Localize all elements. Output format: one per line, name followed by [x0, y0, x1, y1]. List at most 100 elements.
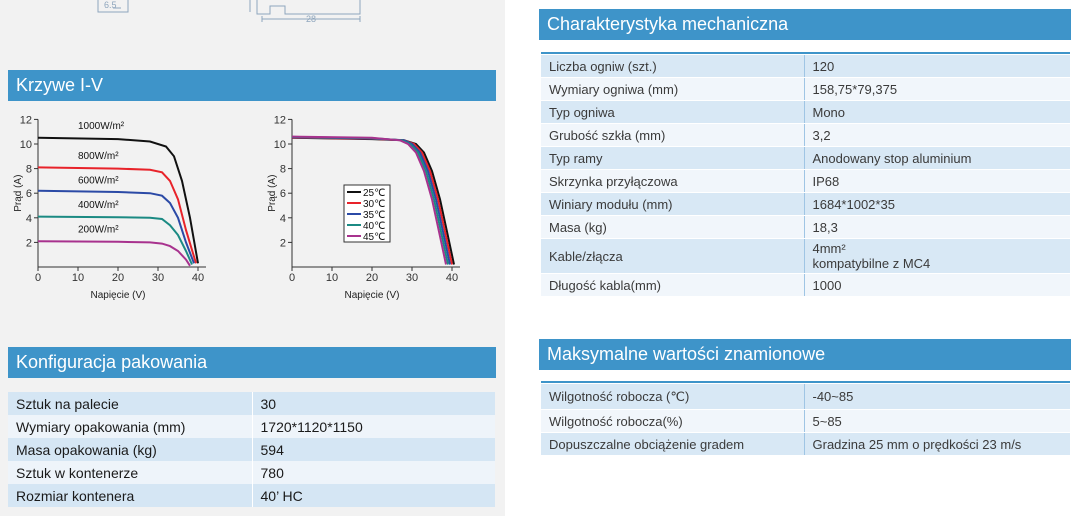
row-label: Masa opakowania (kg)	[8, 438, 252, 461]
row-label: Typ ogniwa	[541, 100, 804, 124]
iv-curves-header: Krzywe I-V	[8, 70, 496, 101]
table-row: Skrzynka przyłączowa IP68	[541, 169, 1070, 193]
y-tick-label: 6	[26, 188, 32, 200]
max-ratings-table: Wilgotność robocza (℃) -40~85 Wilgotność …	[541, 384, 1070, 456]
dimension-label-a: 6.5	[104, 0, 117, 10]
y-tick-label: 12	[20, 114, 32, 126]
table-row: Rozmiar kontenera 40’ HC	[8, 484, 495, 507]
y-tick-label: 2	[280, 237, 286, 249]
table-row: Masa (kg) 18,3	[541, 215, 1070, 239]
row-label: Kable/złącza	[541, 238, 804, 274]
packaging-title: Konfiguracja pakowania	[16, 352, 208, 372]
packaging-header: Konfiguracja pakowania	[8, 347, 496, 378]
row-value: 120	[803, 55, 1070, 78]
row-value: 1720*1120*1150	[251, 415, 495, 438]
row-label: Wilgotność robocza (℃)	[541, 384, 804, 410]
y-tick-label: 10	[274, 139, 286, 151]
table-row: Wymiary ogniwa (mm) 158,75*79,375	[541, 77, 1070, 101]
row-label: Winiary modułu (mm)	[541, 192, 804, 216]
dimension-label-b: 28	[306, 14, 316, 24]
table-row: Liczba ogniw (szt.) 120	[541, 55, 1070, 78]
row-label: Grubość szkła (mm)	[541, 123, 804, 147]
x-tick-label: 0	[35, 272, 41, 284]
row-value: Mono	[803, 100, 1070, 124]
series-line	[291, 135, 447, 265]
x-axis-label: Napięcie (V)	[90, 290, 145, 301]
table-row: Masa opakowania (kg) 594	[8, 438, 495, 461]
iv-chart-irradiance: 0 10 20 30 40 2 4 6 8 10 12 Napięcie (V) Prąd (A) 100…	[13, 114, 206, 301]
row-value: 1000	[803, 273, 1070, 297]
series-label: 1000W/m²	[78, 121, 125, 132]
series-label: 600W/m²	[78, 175, 119, 186]
row-label: Sztuk na palecie	[8, 392, 252, 415]
series-label: 200W/m²	[78, 225, 119, 236]
row-label: Sztuk w kontenerze	[8, 461, 252, 484]
y-tick-label: 4	[280, 213, 286, 225]
row-label: Masa (kg)	[541, 215, 804, 239]
row-value-line: kompatybilne z MC4	[812, 256, 931, 271]
row-value: 40’ HC	[251, 484, 495, 507]
y-tick-label: 8	[280, 164, 286, 176]
row-value: Gradzina 25 mm o prędkości 23 m/s	[803, 432, 1070, 456]
legend-label: 40℃	[363, 221, 385, 232]
iv-chart-temperature: 0 10 20 30 40 2 4 6 8 10 12 Napięcie (V) Prąd (A) 25℃…	[267, 114, 460, 301]
row-value: 4mm² kompatybilne z MC4	[803, 238, 1070, 274]
series-line	[37, 136, 199, 264]
series-line	[37, 166, 197, 264]
legend-label: 30℃	[363, 199, 385, 210]
y-tick-label: 10	[20, 139, 32, 151]
y-tick-label: 12	[274, 114, 286, 126]
max-ratings-table-top-rule	[541, 381, 1070, 383]
row-label: Skrzynka przyłączowa	[541, 169, 804, 193]
x-tick-label: 10	[72, 272, 84, 284]
chart-plot: 0 10 20 30 40 2 4 6 8 10 12 Napięcie (V) Prąd (A) 100…	[13, 114, 206, 301]
table-row: Kable/złącza 4mm² kompatybilne z MC4	[541, 238, 1070, 274]
table-row: Sztuk w kontenerze 780	[8, 461, 495, 484]
max-ratings-header: Maksymalne wartości znamionowe	[539, 339, 1071, 370]
x-tick-label: 20	[366, 272, 378, 284]
row-label: Rozmiar kontenera	[8, 484, 252, 507]
table-row: Długość kabla(mm) 1000	[541, 273, 1070, 297]
y-tick-label: 2	[26, 237, 32, 249]
row-value: 18,3	[803, 215, 1070, 239]
mechanical-table: Liczba ogniw (szt.) 120 Wymiary ogniwa (m…	[541, 55, 1070, 297]
iv-curves-title: Krzywe I-V	[16, 75, 104, 95]
packaging-table: Sztuk na palecie 30 Wymiary opakowania (m…	[8, 392, 495, 507]
row-value-line: 4mm²	[812, 241, 846, 256]
row-value: 30	[251, 392, 495, 415]
x-tick-label: 10	[326, 272, 338, 284]
y-tick-label: 6	[280, 188, 286, 200]
table-row: Wymiary opakowania (mm) 1720*1120*1150	[8, 415, 495, 438]
row-value: 158,75*79,375	[803, 77, 1070, 101]
y-tick-label: 8	[26, 164, 32, 176]
row-value: 780	[251, 461, 495, 484]
table-row: Wilgotność robocza(%) 5~85	[541, 409, 1070, 433]
row-value: 3,2	[803, 123, 1070, 147]
mechanical-table-top-rule	[541, 52, 1070, 54]
legend-label: 25℃	[363, 188, 385, 199]
table-row: Sztuk na palecie 30	[8, 392, 495, 415]
x-tick-label: 40	[446, 272, 458, 284]
series-line	[37, 189, 195, 264]
row-label: Liczba ogniw (szt.)	[541, 55, 804, 78]
series-line	[37, 215, 193, 265]
mechanical-title: Charakterystyka mechaniczna	[547, 14, 789, 34]
table-row: Winiary modułu (mm) 1684*1002*35	[541, 192, 1070, 216]
x-tick-label: 30	[152, 272, 164, 284]
frame-profile-drawing: 6.5 28	[97, 0, 361, 24]
x-tick-label: 20	[112, 272, 124, 284]
row-value: 1684*1002*35	[803, 192, 1070, 216]
mechanical-header: Charakterystyka mechaniczna	[539, 9, 1071, 40]
x-axis-label: Napięcie (V)	[344, 290, 399, 301]
series-label: 400W/m²	[78, 200, 119, 211]
row-value: Anodowany stop aluminium	[803, 146, 1070, 170]
table-row: Dopuszczalne obciążenie gradem Gradzina 2…	[541, 432, 1070, 456]
row-value: -40~85	[803, 384, 1070, 410]
row-value: 5~85	[803, 409, 1070, 433]
series-label: 800W/m²	[78, 151, 119, 162]
max-ratings-title: Maksymalne wartości znamionowe	[547, 344, 826, 364]
table-row: Typ ogniwa Mono	[541, 100, 1070, 124]
row-label: Wymiary ogniwa (mm)	[541, 77, 804, 101]
row-label: Dopuszczalne obciążenie gradem	[541, 432, 804, 456]
row-label: Wymiary opakowania (mm)	[8, 415, 252, 438]
